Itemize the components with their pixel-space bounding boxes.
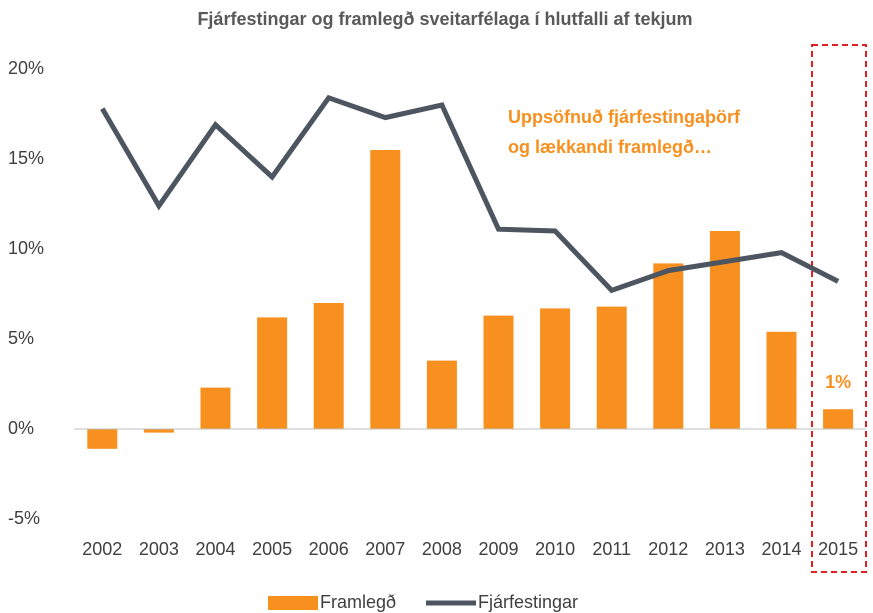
bar xyxy=(766,331,797,429)
y-tick-label: 10% xyxy=(8,238,44,258)
x-tick-label: 2002 xyxy=(82,539,122,559)
y-tick-label: -5% xyxy=(8,508,40,528)
bar xyxy=(426,360,457,429)
x-tick-label: 2013 xyxy=(705,539,745,559)
x-tick-label: 2005 xyxy=(252,539,292,559)
line xyxy=(100,94,840,294)
x-tick-label: 2008 xyxy=(422,539,462,559)
x-tick-label: 2012 xyxy=(648,539,688,559)
bar xyxy=(653,263,684,429)
bar xyxy=(370,150,401,429)
y-tick-label: 0% xyxy=(8,418,34,438)
annotation: Uppsöfnuð fjárfestingaþörf xyxy=(508,107,741,127)
x-tick-label: 2009 xyxy=(478,539,518,559)
bar xyxy=(200,387,231,429)
bar xyxy=(87,429,118,449)
x-tick-label: 2011 xyxy=(592,539,631,559)
x-tick-label: 2010 xyxy=(535,539,575,559)
bar xyxy=(143,429,174,433)
bar xyxy=(596,306,627,429)
x-tick-label: 2004 xyxy=(195,539,235,559)
x-tick-label: 2014 xyxy=(761,539,801,559)
bar xyxy=(483,315,514,429)
legend-label: Fjárfestingar xyxy=(478,592,578,612)
x-tick-label: 2007 xyxy=(365,539,405,559)
bar xyxy=(257,317,288,429)
legend-label: Framlegð xyxy=(320,592,396,612)
highlight-box xyxy=(811,44,867,573)
bar xyxy=(540,308,571,429)
bar xyxy=(823,409,854,429)
annotation: og lækkandi framlegð… xyxy=(508,137,712,157)
x-tick-label: 2015 xyxy=(818,539,858,559)
chart-title: Fjárfestingar og framlegð sveitarfélaga … xyxy=(197,9,692,29)
y-tick-label: 15% xyxy=(8,148,44,168)
y-tick-label: 5% xyxy=(8,328,34,348)
y-tick-label: 20% xyxy=(8,58,44,78)
legend-swatch xyxy=(268,596,318,610)
x-tick-label: 2006 xyxy=(309,539,349,559)
data-label: 1% xyxy=(825,372,851,392)
bar xyxy=(313,303,344,429)
x-tick-label: 2003 xyxy=(139,539,179,559)
